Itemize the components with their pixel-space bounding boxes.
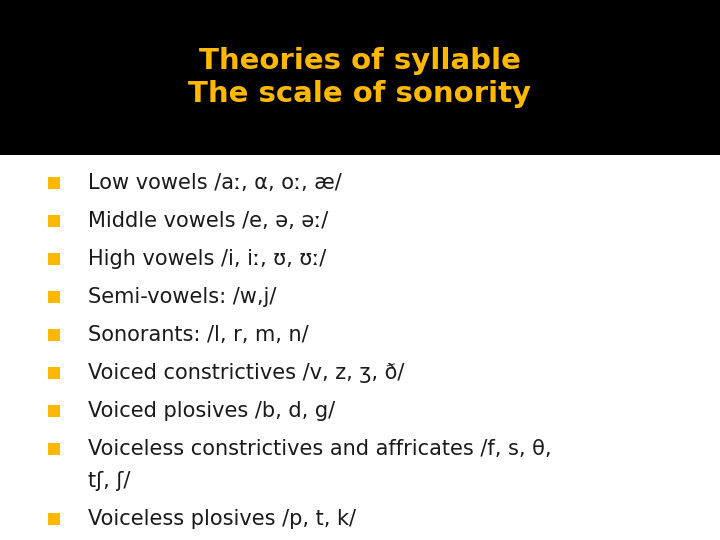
Text: Voiceless plosives /p, t, k/: Voiceless plosives /p, t, k/ [88,509,356,529]
Bar [48,405,60,417]
Text: Sonorants: /l, r, m, n/: Sonorants: /l, r, m, n/ [88,325,309,345]
Bar [48,443,60,455]
Text: Low vowels /aː, α, oː, æ/: Low vowels /aː, α, oː, æ/ [88,173,342,193]
Text: Middle vowels /e, ə, əː/: Middle vowels /e, ə, əː/ [88,211,328,231]
Text: Semi-vowels: /w,j/: Semi-vowels: /w,j/ [88,287,276,307]
Text: Voiced plosives /b, d, g/: Voiced plosives /b, d, g/ [88,401,335,421]
Text: High vowels /i, iː, ʊ, ʊː/: High vowels /i, iː, ʊ, ʊː/ [88,249,326,269]
Bar [48,177,60,189]
Bar [0,0,720,155]
Text: tʃ, ʃ/: tʃ, ʃ/ [88,471,130,491]
Bar [48,291,60,303]
Bar [48,367,60,379]
Bar [48,253,60,265]
Text: Voiced constrictives /v, z, ʒ, ð/: Voiced constrictives /v, z, ʒ, ð/ [88,363,405,383]
Bar [48,329,60,341]
Text: Theories of syllable
The scale of sonority: Theories of syllable The scale of sonori… [189,47,531,108]
Bar [48,514,60,525]
Bar [48,215,60,227]
Text: Voiceless constrictives and affricates /f, s, θ,: Voiceless constrictives and affricates /… [88,439,552,459]
